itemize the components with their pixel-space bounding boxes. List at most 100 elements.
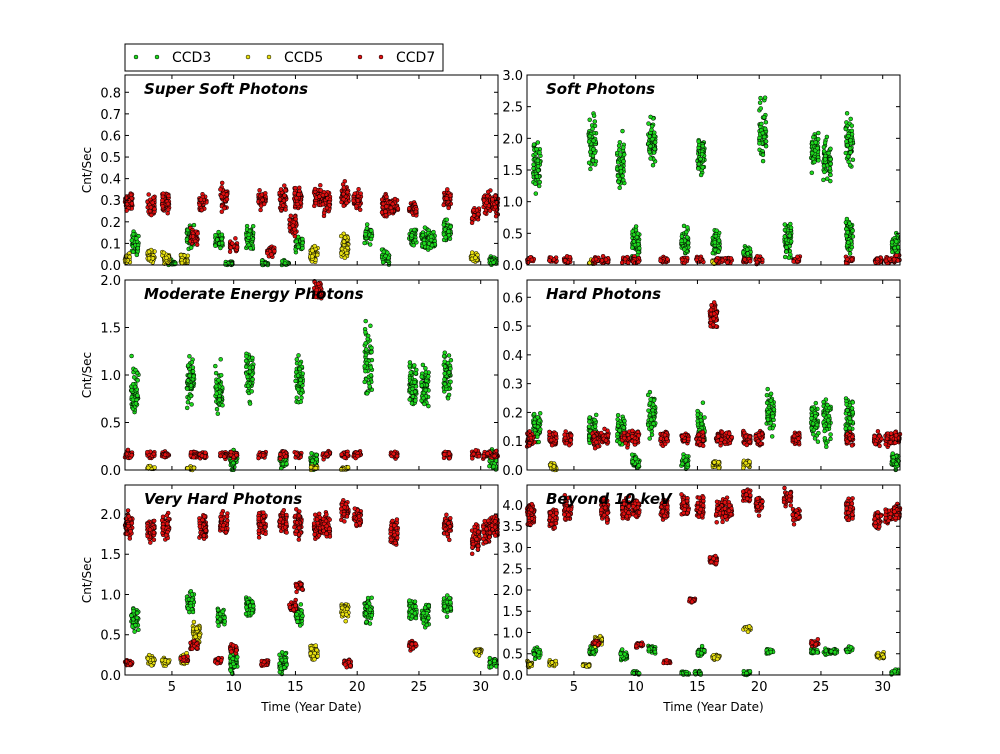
data-point-ccd5 bbox=[128, 255, 132, 259]
y-tick-label: 1.5 bbox=[100, 322, 121, 337]
data-point-ccd3 bbox=[413, 380, 417, 384]
data-point-ccd3 bbox=[746, 252, 750, 256]
data-point-ccd7 bbox=[229, 246, 233, 250]
data-point-ccd3 bbox=[653, 147, 657, 151]
data-point-ccd3 bbox=[315, 457, 319, 461]
data-point-ccd7 bbox=[129, 193, 133, 197]
data-point-ccd3 bbox=[215, 392, 219, 396]
data-point-ccd3 bbox=[829, 147, 833, 151]
data-point-ccd3 bbox=[445, 218, 449, 222]
data-point-ccd3 bbox=[131, 250, 135, 254]
data-point-ccd3 bbox=[764, 139, 768, 143]
data-point-ccd3 bbox=[845, 234, 849, 238]
data-point-ccd3 bbox=[251, 224, 255, 228]
data-point-ccd3 bbox=[192, 223, 196, 227]
y-tick-label: 0.5 bbox=[100, 151, 121, 166]
data-point-ccd7 bbox=[568, 255, 572, 259]
data-point-ccd7 bbox=[530, 258, 534, 262]
data-point-ccd3 bbox=[363, 380, 367, 384]
data-point-ccd7 bbox=[471, 208, 475, 212]
data-point-ccd3 bbox=[412, 228, 416, 232]
data-point-ccd5 bbox=[146, 466, 150, 470]
data-point-ccd3 bbox=[442, 354, 446, 358]
data-point-ccd3 bbox=[408, 364, 412, 368]
data-point-ccd7 bbox=[414, 210, 418, 214]
data-point-ccd7 bbox=[493, 205, 497, 209]
data-point-ccd7 bbox=[755, 254, 759, 258]
data-point-ccd3 bbox=[591, 127, 595, 131]
data-point-ccd3 bbox=[785, 246, 789, 250]
data-point-ccd7 bbox=[486, 190, 490, 194]
y-tick-label: 0.0 bbox=[100, 259, 121, 274]
data-point-ccd3 bbox=[244, 359, 248, 363]
data-point-ccd3 bbox=[850, 245, 854, 249]
data-point-ccd3 bbox=[135, 253, 139, 257]
data-point-ccd3 bbox=[244, 354, 248, 358]
data-point-ccd5 bbox=[346, 465, 350, 469]
data-point-ccd7 bbox=[279, 187, 283, 191]
data-point-ccd3 bbox=[135, 394, 139, 398]
data-point-ccd7 bbox=[278, 457, 282, 461]
data-point-ccd7 bbox=[166, 208, 170, 212]
data-point-ccd7 bbox=[281, 204, 285, 208]
data-point-ccd3 bbox=[421, 363, 425, 367]
data-point-ccd3 bbox=[618, 153, 622, 157]
data-point-ccd3 bbox=[191, 369, 195, 373]
data-point-ccd7 bbox=[293, 186, 297, 190]
data-point-ccd3 bbox=[426, 374, 430, 378]
data-point-ccd3 bbox=[827, 151, 831, 155]
legend-marker-ccd5 bbox=[246, 55, 250, 59]
data-point-ccd7 bbox=[289, 214, 293, 218]
data-point-ccd7 bbox=[393, 197, 397, 201]
data-point-ccd3 bbox=[829, 157, 833, 161]
y-tick-label: 0.8 bbox=[100, 86, 121, 101]
data-point-ccd3 bbox=[713, 240, 717, 244]
data-point-ccd3 bbox=[788, 234, 792, 238]
data-point-ccd3 bbox=[822, 164, 826, 168]
data-point-ccd3 bbox=[414, 384, 418, 388]
data-point-ccd3 bbox=[682, 247, 686, 251]
data-point-ccd3 bbox=[812, 160, 816, 164]
data-point-ccd3 bbox=[592, 114, 596, 118]
data-point-ccd3 bbox=[381, 260, 385, 264]
data-point-ccd3 bbox=[715, 229, 719, 233]
data-point-ccd7 bbox=[391, 202, 395, 206]
data-point-ccd3 bbox=[364, 347, 368, 351]
data-point-ccd7 bbox=[407, 207, 411, 211]
data-point-ccd3 bbox=[384, 254, 388, 258]
data-point-ccd3 bbox=[246, 375, 250, 379]
data-point-ccd3 bbox=[587, 425, 591, 429]
data-point-ccd3 bbox=[533, 182, 537, 186]
data-point-ccd3 bbox=[214, 371, 218, 375]
data-point-ccd3 bbox=[537, 184, 541, 188]
data-point-ccd3 bbox=[823, 157, 827, 161]
data-point-ccd7 bbox=[313, 187, 317, 191]
data-point-ccd3 bbox=[848, 138, 852, 142]
data-point-ccd3 bbox=[828, 166, 832, 170]
data-point-ccd3 bbox=[651, 163, 655, 167]
data-point-ccd3 bbox=[134, 368, 138, 372]
data-point-ccd3 bbox=[588, 416, 592, 420]
y-tick-label: 0.7 bbox=[100, 108, 121, 123]
data-point-ccd7 bbox=[748, 259, 752, 263]
data-point-ccd7 bbox=[152, 452, 156, 456]
data-point-ccd3 bbox=[423, 366, 427, 370]
data-point-ccd3 bbox=[621, 174, 625, 178]
data-point-ccd3 bbox=[822, 145, 826, 149]
data-point-ccd7 bbox=[342, 186, 346, 190]
data-point-ccd7 bbox=[604, 258, 608, 262]
legend: CCD3 CCD5 CCD7 bbox=[125, 44, 443, 71]
data-point-ccd7 bbox=[472, 452, 476, 456]
data-point-ccd7 bbox=[258, 188, 262, 192]
data-point-ccd3 bbox=[430, 243, 434, 247]
data-point-ccd3 bbox=[591, 148, 595, 152]
data-point-ccd3 bbox=[248, 402, 252, 406]
data-point-ccd3 bbox=[492, 465, 496, 469]
data-point-ccd7 bbox=[145, 450, 149, 454]
data-point-ccd3 bbox=[365, 391, 369, 395]
data-point-ccd3 bbox=[816, 137, 820, 141]
data-point-ccd3 bbox=[617, 148, 621, 152]
y-axis-label: Cnt/Sec bbox=[80, 147, 94, 193]
data-point-ccd3 bbox=[432, 230, 436, 234]
data-point-ccd7 bbox=[293, 191, 297, 195]
